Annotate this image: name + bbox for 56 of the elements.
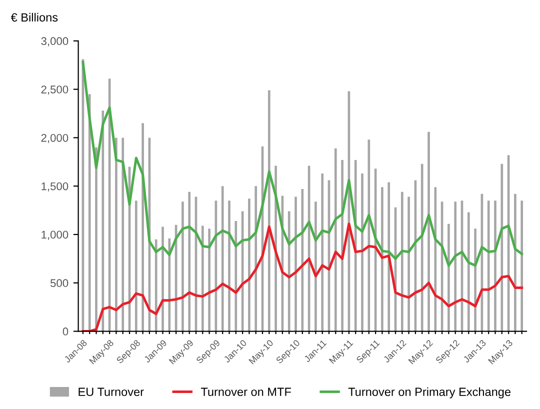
bar (134, 200, 138, 332)
y-tick-label: 3,000 (41, 37, 68, 46)
bar (408, 196, 410, 332)
y-tick-label: 2,500 (41, 86, 68, 95)
bar (321, 174, 324, 332)
bar (115, 138, 118, 332)
legend-label: Turnover on Primary Exchange (348, 387, 510, 398)
y-axis-title: € Billions (10, 12, 58, 22)
bar (400, 192, 404, 332)
bar (514, 194, 516, 332)
bar (368, 140, 370, 332)
bar (334, 148, 337, 332)
legend-label: Turnover on MTF (200, 388, 291, 396)
bar (168, 238, 171, 332)
bar (467, 212, 470, 332)
bar (361, 174, 364, 332)
bar (88, 94, 91, 332)
bar (122, 138, 124, 332)
y-tick-label: 0 (62, 328, 68, 336)
bar (341, 160, 344, 332)
bar (487, 200, 490, 332)
bar (494, 200, 496, 332)
bar (201, 226, 204, 332)
bar (428, 132, 430, 332)
bar (228, 200, 230, 332)
bar (434, 187, 437, 332)
legend-label: EU Turnover (78, 388, 144, 396)
bar (420, 164, 424, 332)
y-tick-label: 1,500 (42, 182, 68, 192)
bar (454, 202, 457, 332)
bar (294, 196, 297, 332)
y-tick-label: 2,000 (41, 134, 68, 144)
bar (182, 202, 184, 332)
y-tick-label: 500 (50, 279, 68, 288)
bar (162, 226, 164, 332)
bar (520, 200, 524, 332)
bar (314, 202, 317, 332)
y-tick-label: 1,000 (42, 230, 68, 240)
bar (208, 228, 210, 332)
bar (142, 123, 144, 332)
line-series (82, 60, 524, 267)
line-series (82, 222, 524, 332)
bar (221, 186, 224, 332)
bar (234, 220, 238, 332)
bar (500, 164, 504, 332)
bar (288, 211, 290, 332)
bar (448, 224, 450, 332)
bar (268, 90, 270, 332)
bar (154, 239, 158, 332)
bar (254, 186, 258, 332)
bar (102, 110, 104, 332)
bar (248, 198, 250, 332)
bar (188, 192, 191, 332)
bar (388, 182, 390, 332)
bar (301, 189, 304, 332)
bar (381, 187, 384, 332)
